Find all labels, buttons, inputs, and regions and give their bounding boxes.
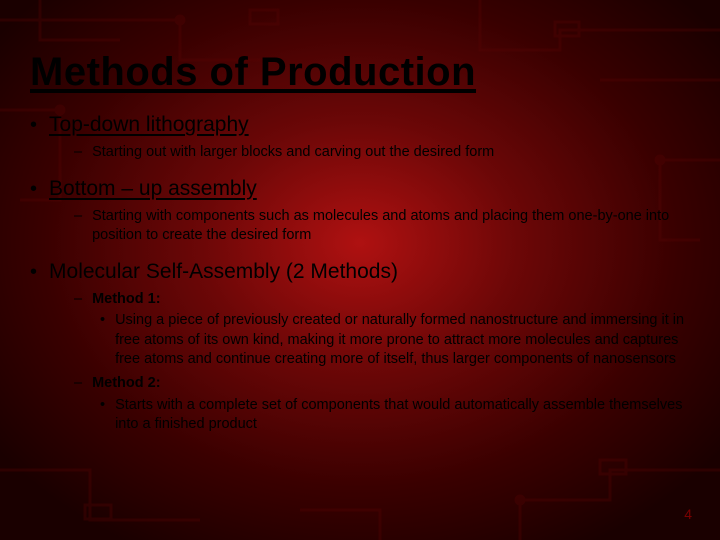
bullet-list: • Top-down lithography – Starting out wi… <box>30 113 690 435</box>
list-item: • Starts with a complete set of componen… <box>100 396 690 435</box>
slide-title: Methods of Production <box>30 50 690 95</box>
item-text: Starting with components such as molecul… <box>92 207 690 246</box>
list-item: • Using a piece of previously created or… <box>100 311 690 370</box>
bullet-dot-icon: • <box>100 311 105 370</box>
bullet-dot-icon: • <box>30 115 37 135</box>
slide-content: Methods of Production • Top-down lithogr… <box>0 0 720 540</box>
item-text: Method 2: <box>92 374 160 394</box>
item-text: Using a piece of previously created or n… <box>115 311 690 370</box>
bullet-dot-icon: • <box>30 262 37 282</box>
item-label: Bottom – up assembly <box>49 177 257 201</box>
bullet-dot-icon: • <box>30 179 37 199</box>
list-item: – Method 1: • Using a piece of previousl… <box>74 290 690 370</box>
list-item: – Method 2: • Starts with a complete set… <box>74 374 690 435</box>
item-text: Starting out with larger blocks and carv… <box>92 143 494 163</box>
list-item: • Bottom – up assembly – Starting with c… <box>30 177 690 246</box>
item-text: Starts with a complete set of components… <box>115 396 690 435</box>
dash-icon: – <box>74 143 82 163</box>
dash-icon: – <box>74 207 82 246</box>
list-item: • Molecular Self-Assembly (2 Methods) – … <box>30 260 690 435</box>
list-item: • Top-down lithography – Starting out wi… <box>30 113 690 163</box>
list-item: – Starting with components such as molec… <box>74 207 690 246</box>
item-label: Top-down lithography <box>49 113 249 137</box>
dash-icon: – <box>74 290 82 310</box>
bullet-dot-icon: • <box>100 396 105 435</box>
dash-icon: – <box>74 374 82 394</box>
list-item: – Starting out with larger blocks and ca… <box>74 143 690 163</box>
item-label: Molecular Self-Assembly (2 Methods) <box>49 260 398 284</box>
item-text: Method 1: <box>92 290 160 310</box>
page-number: 4 <box>684 506 692 522</box>
